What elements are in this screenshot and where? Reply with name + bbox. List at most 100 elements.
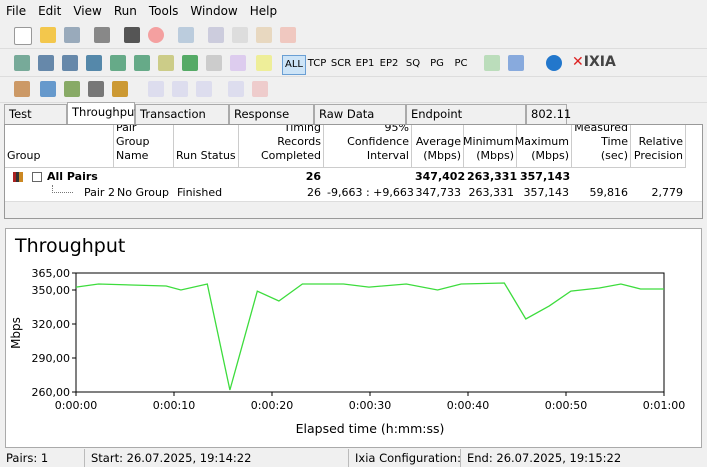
y-tick-label: 260,00: [32, 386, 71, 399]
icon-save[interactable]: [64, 27, 80, 43]
icon-open[interactable]: [40, 27, 56, 43]
menu-item[interactable]: File: [6, 4, 27, 18]
column-header[interactable]: Maximum (Mbps): [515, 125, 572, 168]
icon[interactable]: [230, 55, 246, 71]
icon[interactable]: [158, 55, 174, 71]
icon-c[interactable]: [232, 27, 248, 43]
icon[interactable]: [134, 55, 150, 71]
tab[interactable]: Response Time: [229, 104, 314, 140]
y-axis-label: Mbps: [9, 317, 23, 349]
icon[interactable]: [206, 55, 222, 71]
menu-item[interactable]: Help: [249, 4, 278, 18]
icon-stop[interactable]: [148, 27, 164, 43]
chart: Throughput Mbps Elapsed time (h:mm:ss) 2…: [9, 235, 685, 436]
icon-a[interactable]: [178, 27, 194, 43]
x-tick-label: 0:01:00: [643, 399, 685, 412]
column-header[interactable]: Run Status: [174, 125, 239, 168]
column-header[interactable]: 95% Confidence Interval: [324, 125, 412, 168]
icon[interactable]: [148, 81, 164, 97]
table-cell: Pair 2: [84, 186, 115, 199]
table-cell: 357,143: [523, 186, 570, 199]
column-header[interactable]: Average (Mbps): [412, 125, 464, 168]
icon[interactable]: [112, 81, 128, 97]
filter-button[interactable]: EP1: [355, 58, 375, 69]
icon[interactable]: [14, 81, 30, 97]
column-header[interactable]: Pair Group Name: [114, 125, 174, 168]
icon[interactable]: [484, 55, 500, 71]
tab[interactable]: Transaction Rate: [135, 104, 229, 140]
icon[interactable]: [182, 55, 198, 71]
icon[interactable]: [14, 55, 30, 71]
icon[interactable]: [256, 55, 272, 71]
filter-button[interactable]: SQ: [405, 58, 421, 69]
toolbar: [0, 76, 707, 103]
logo-text: IXIA: [583, 54, 616, 70]
tab[interactable]: 802.11: [526, 104, 571, 124]
icon-print[interactable]: [94, 27, 110, 43]
menu-item[interactable]: View: [73, 4, 102, 18]
y-tick-label: 350,00: [32, 284, 71, 297]
tab[interactable]: Throughput: [67, 102, 139, 125]
icon[interactable]: [196, 81, 212, 97]
table-cell: 357,143: [520, 170, 571, 183]
x-tick-label: 0:00:40: [447, 399, 489, 412]
y-tick-label: 365,00: [32, 267, 71, 280]
table-cell: 347,402: [415, 170, 466, 183]
filter-button[interactable]: SCR: [330, 58, 352, 69]
status-config: Ixia Configuration:: [348, 449, 461, 467]
column-header[interactable]: Measured Time (sec): [572, 125, 631, 168]
icon-info[interactable]: [546, 55, 562, 71]
icon[interactable]: [172, 81, 188, 97]
tree-line: [52, 185, 73, 193]
column-header[interactable]: Timing Records Completed: [239, 125, 324, 168]
icon-b[interactable]: [208, 27, 224, 43]
status-pairs: Pairs: 1: [6, 451, 49, 465]
icon[interactable]: [62, 55, 78, 71]
filter-button[interactable]: PG: [430, 58, 444, 69]
icon-new[interactable]: [14, 27, 32, 45]
column-header[interactable]: Relative Precision: [631, 125, 686, 168]
table-cell: Finished: [177, 186, 223, 199]
icon-e[interactable]: [280, 27, 296, 43]
toolbar: ✕IXIA ALL TCP SCR EP1 EP2 SQ PG PC: [0, 50, 707, 77]
tab[interactable]: Test Setup: [4, 104, 67, 140]
chart-title: Throughput: [14, 235, 125, 257]
filter-button[interactable]: EP2: [379, 58, 399, 69]
menu-item[interactable]: Tools: [148, 4, 179, 18]
icon-run[interactable]: [124, 27, 140, 43]
icon[interactable]: [64, 81, 80, 97]
column-header[interactable]: Minimum (Mbps): [463, 125, 517, 168]
menu-item[interactable]: Run: [113, 4, 137, 18]
icon[interactable]: [252, 81, 268, 97]
column-header[interactable]: Group: [5, 125, 114, 168]
menu-item[interactable]: Window: [190, 4, 238, 18]
table-cell: 347,733: [415, 186, 462, 199]
icon[interactable]: [88, 81, 104, 97]
filter-button[interactable]: PC: [454, 58, 468, 69]
data-line: [75, 282, 664, 391]
filter-button[interactable]: TCP: [307, 58, 327, 69]
table-cell: 2,779: [651, 186, 684, 199]
icon[interactable]: [38, 55, 54, 71]
collapse-box[interactable]: [32, 172, 42, 182]
table-cell: 59,816: [589, 186, 629, 199]
scrollbar[interactable]: [5, 201, 702, 218]
table-cell: 263,331: [467, 170, 518, 183]
x-tick-label: 0:00:20: [251, 399, 293, 412]
toolbar: [0, 22, 707, 49]
icon[interactable]: [40, 81, 56, 97]
icon[interactable]: [508, 55, 524, 71]
table-cell: -9,663 : +9,663: [327, 186, 414, 199]
icon[interactable]: [110, 55, 126, 71]
x-tick-label: 0:00:30: [349, 399, 391, 412]
tab[interactable]: Raw Data Totals: [314, 104, 406, 140]
icon[interactable]: [228, 81, 244, 97]
icon[interactable]: [86, 55, 102, 71]
menu-bar: File Edit View Run Tools Window Help: [6, 4, 289, 18]
tab[interactable]: Endpoint Configuration: [406, 104, 526, 140]
icon-d[interactable]: [256, 27, 272, 43]
chart-panel: Throughput Mbps Elapsed time (h:mm:ss) 2…: [5, 228, 702, 448]
filter-button[interactable]: ALL: [282, 55, 306, 75]
menu-item[interactable]: Edit: [38, 4, 62, 18]
y-tick-label: 290,00: [32, 352, 71, 365]
